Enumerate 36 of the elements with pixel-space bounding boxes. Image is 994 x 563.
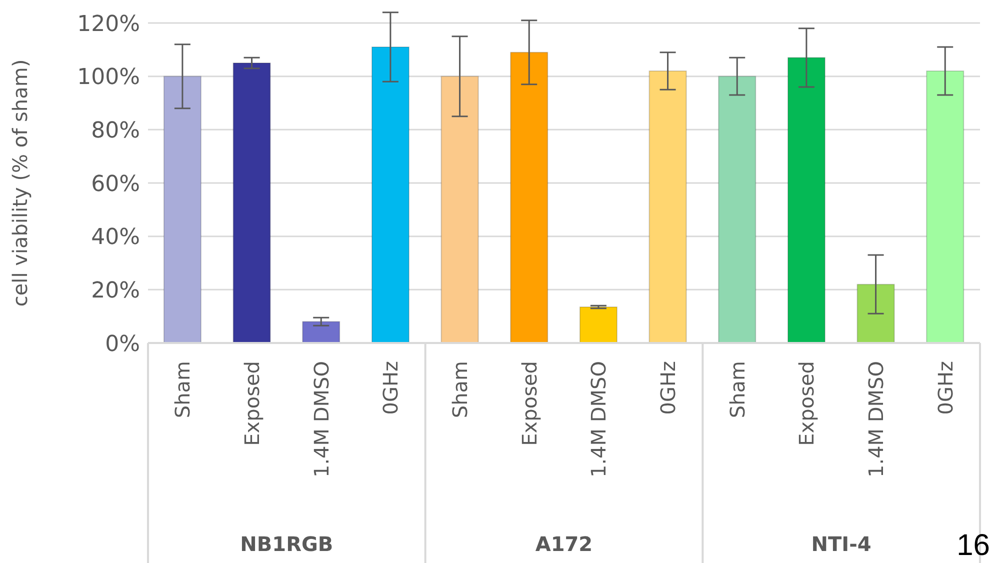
- y-axis-title: cell viability (% of sham): [8, 59, 32, 307]
- bar: [718, 76, 756, 343]
- bar: [926, 70, 964, 343]
- bar: [232, 62, 271, 343]
- y-tick-label: 100%: [77, 65, 140, 90]
- text: A172: [535, 532, 593, 556]
- bar: [787, 57, 826, 343]
- y-tick-label: 40%: [91, 225, 140, 250]
- text: NTI-4: [811, 532, 872, 556]
- x-tick-label: Sham: [170, 361, 195, 418]
- y-tick-label: 120%: [77, 12, 140, 37]
- bar: [440, 76, 479, 343]
- bar: [579, 306, 618, 343]
- x-tick-label: 1.4M DMSO: [864, 361, 888, 478]
- x-tick-label: Exposed: [517, 361, 542, 446]
- x-tick-label: 1.4M DMSO: [309, 361, 334, 478]
- x-tick-label: Exposed: [794, 361, 819, 446]
- y-tick-label: 60%: [91, 172, 140, 197]
- bar: [856, 284, 895, 343]
- x-tick-label: 1.4M DMSO: [586, 361, 611, 478]
- x-tick-label: 0GHz: [933, 361, 958, 415]
- x-tick-label: Exposed: [240, 361, 264, 446]
- x-tick-label: Sham: [448, 361, 472, 418]
- y-tick-label: 80%: [91, 118, 140, 144]
- bar: [302, 321, 340, 343]
- text: 16: [956, 529, 990, 562]
- bar: [163, 76, 202, 343]
- text: NB1RGB: [240, 532, 334, 556]
- bar: [510, 52, 548, 343]
- x-tick-label: Sham: [725, 361, 750, 418]
- y-tick-label: 0%: [105, 332, 140, 357]
- bar: [371, 46, 410, 343]
- x-tick-label: 0GHz: [378, 361, 403, 415]
- x-tick-label: 0GHz: [656, 361, 680, 415]
- y-tick-label: 20%: [91, 278, 140, 304]
- bar: [648, 70, 687, 343]
